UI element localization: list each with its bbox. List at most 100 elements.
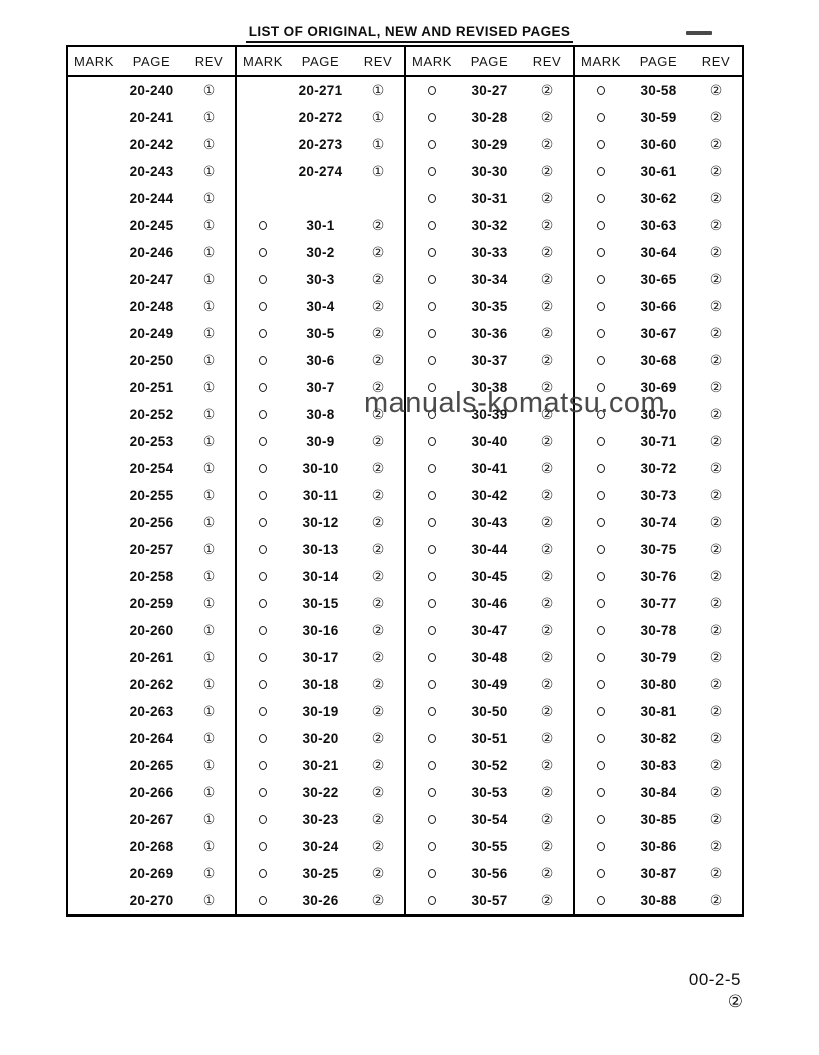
mark-circle-icon [428, 436, 436, 446]
page-number: 30-54 [471, 812, 508, 827]
page-number: 30-72 [640, 461, 677, 476]
rev-number: ② [371, 784, 385, 801]
mark-circle-icon [428, 193, 436, 203]
mark-circle-icon [428, 814, 436, 824]
rev-number: ② [709, 163, 723, 180]
table-row: 30-33 ② [406, 239, 573, 266]
page-number: 30-9 [306, 434, 335, 449]
mark-cell [575, 811, 627, 829]
mark-cell [575, 595, 627, 613]
page-number: 20-267 [129, 812, 174, 827]
page-number: 30-32 [471, 218, 508, 233]
page-table-group: MARK PAGE REV 20-240 ① 20-241 ① 20-242 ① 20-243 ①… [68, 47, 235, 914]
page-number: 30-44 [471, 542, 508, 557]
page-number: 30-79 [640, 650, 677, 665]
rev-number: ② [709, 649, 723, 666]
table-row: 20-251 ① [68, 374, 235, 401]
table-row: 30-32 ② [406, 212, 573, 239]
table-row: 20-245 ① [68, 212, 235, 239]
table-row: 30-81 ② [575, 698, 742, 725]
rev-number: ① [202, 595, 216, 612]
mark-circle-icon [428, 787, 436, 797]
table-row: 30-22 ② [237, 779, 404, 806]
rev-number: ② [540, 379, 554, 396]
rev-number: ② [540, 298, 554, 315]
rev-number: ② [540, 649, 554, 666]
rev-number: ② [540, 163, 554, 180]
table-row: 20-255 ① [68, 482, 235, 509]
mark-cell [237, 676, 289, 694]
mark-circle-icon [597, 571, 605, 581]
rev-number: ② [371, 622, 385, 639]
page-table-group: MARK PAGE REV 20-271 ① 20-272 ① 20-273 ① 20-274 ①… [235, 47, 404, 914]
mark-cell [237, 325, 289, 343]
page-number: 20-251 [129, 380, 174, 395]
mark-cell [406, 163, 458, 181]
table-row: 30-7 ② [237, 374, 404, 401]
rev-number: ① [202, 784, 216, 801]
mark-circle-icon [259, 733, 267, 743]
table-row: 30-52 ② [406, 752, 573, 779]
table-row: 30-37 ② [406, 347, 573, 374]
rev-number: ① [202, 406, 216, 423]
mark-cell [237, 433, 289, 451]
page-number: 30-83 [640, 758, 677, 773]
page-number: 20-245 [129, 218, 174, 233]
page-number: 20-262 [129, 677, 174, 692]
rev-number: ② [709, 757, 723, 774]
mark-circle-icon [428, 625, 436, 635]
mark-cell [406, 325, 458, 343]
mark-circle-icon [428, 301, 436, 311]
mark-cell [237, 352, 289, 370]
rev-number: ① [202, 622, 216, 639]
mark-cell [575, 352, 627, 370]
table-row: 30-24 ② [237, 833, 404, 860]
mark-circle-icon [428, 733, 436, 743]
mark-cell [406, 379, 458, 397]
mark-circle-icon [428, 139, 436, 149]
rev-number: ② [709, 487, 723, 504]
footer-page-number: 00-2-5 [688, 970, 741, 989]
mark-cell [575, 460, 627, 478]
mark-circle-icon [259, 247, 267, 257]
table-row: 30-19 ② [237, 698, 404, 725]
table-row: 30-67 ② [575, 320, 742, 347]
mark-circle-icon [597, 625, 605, 635]
table-row: 30-13 ② [237, 536, 404, 563]
mark-cell [237, 838, 289, 856]
page-number: 30-82 [640, 731, 677, 746]
rev-number: ② [709, 379, 723, 396]
rev-number: ② [709, 352, 723, 369]
page-number: 30-71 [640, 434, 677, 449]
rev-number: ② [371, 271, 385, 288]
rev-number: ① [202, 379, 216, 396]
mark-cell [406, 136, 458, 154]
page-number: 30-20 [302, 731, 339, 746]
page-title-text: LIST OF ORIGINAL, NEW AND REVISED PAGES [245, 24, 574, 43]
mark-circle-icon [259, 625, 267, 635]
rev-number: ② [709, 595, 723, 612]
rev-number: ① [202, 82, 216, 99]
mark-cell [406, 730, 458, 748]
page-number: 30-52 [471, 758, 508, 773]
table-row: 30-79 ② [575, 644, 742, 671]
column-header: REV [363, 53, 393, 69]
table-row: 30-1 ② [237, 212, 404, 239]
page-number: 20-271 [298, 83, 343, 98]
table-row: 30-38 ② [406, 374, 573, 401]
page-number: 30-10 [302, 461, 339, 476]
mark-cell [406, 595, 458, 613]
mark-circle-icon [428, 490, 436, 500]
rev-number: ② [709, 298, 723, 315]
table-row: 30-66 ② [575, 293, 742, 320]
table-row: 30-74 ② [575, 509, 742, 536]
table-row: 20-240 ① [68, 77, 235, 104]
page-number: 30-66 [640, 299, 677, 314]
rev-number: ② [371, 217, 385, 234]
table-row: 30-63 ② [575, 212, 742, 239]
table-row [237, 185, 404, 212]
mark-circle-icon [259, 760, 267, 770]
table-row: 20-241 ① [68, 104, 235, 131]
page-number: 30-40 [471, 434, 508, 449]
table-row: 30-70 ② [575, 401, 742, 428]
